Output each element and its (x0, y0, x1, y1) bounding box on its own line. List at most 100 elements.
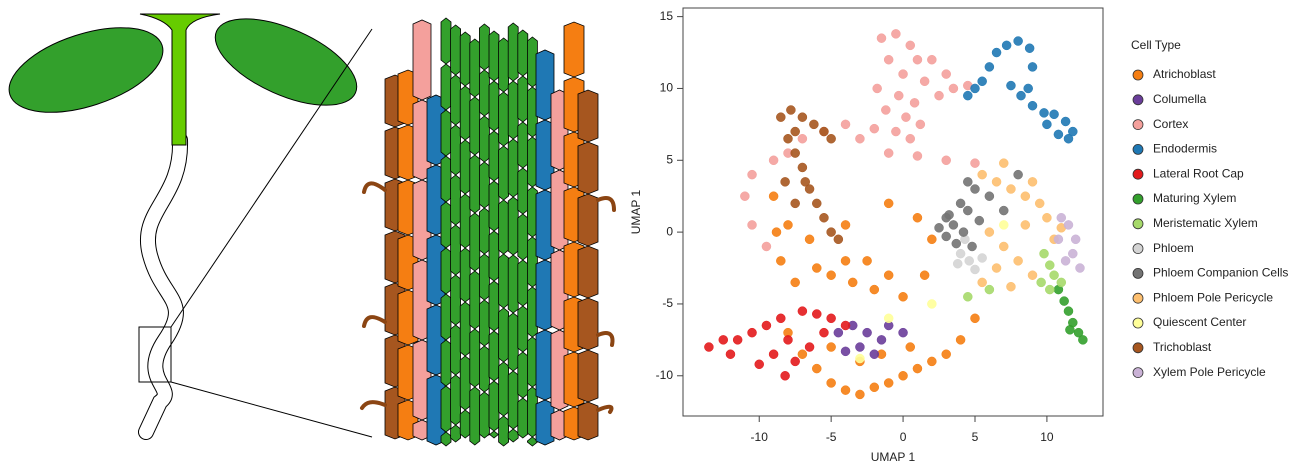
point (883, 54, 894, 65)
root-hair (596, 404, 614, 414)
cell (488, 330, 500, 382)
legend-swatch (1132, 218, 1144, 230)
point (955, 198, 966, 209)
point (1039, 108, 1049, 118)
cell (488, 380, 500, 432)
cell (498, 415, 510, 447)
cell (450, 374, 462, 426)
point (912, 212, 923, 223)
point (1056, 212, 1067, 223)
cell (488, 130, 500, 182)
cell (478, 69, 490, 117)
point (869, 349, 880, 359)
point (991, 263, 1002, 273)
point (891, 29, 901, 39)
point (1056, 277, 1067, 288)
point (804, 184, 815, 194)
point (840, 256, 851, 266)
cell (450, 274, 462, 326)
legend-swatch (1132, 243, 1144, 255)
point (883, 198, 894, 209)
point (984, 62, 995, 72)
cell (450, 24, 462, 76)
point (754, 359, 764, 370)
point (964, 256, 974, 266)
left-cotyledon (8, 27, 164, 113)
point (790, 126, 800, 137)
point (797, 133, 808, 144)
point (970, 313, 980, 324)
point (883, 270, 894, 280)
cell (517, 121, 529, 169)
point (927, 356, 937, 367)
cell (469, 96, 481, 156)
point (883, 378, 894, 388)
point (826, 270, 836, 280)
legend-swatch (1132, 69, 1144, 81)
point (967, 241, 977, 252)
point (768, 155, 779, 166)
point (919, 270, 930, 280)
cell (478, 299, 490, 347)
cell (469, 386, 481, 446)
legend-swatch (1132, 119, 1144, 130)
point (855, 342, 865, 352)
root-hair (360, 400, 387, 410)
point (1053, 129, 1064, 140)
root-hair (596, 196, 616, 212)
point (963, 177, 973, 187)
point (955, 335, 966, 345)
cell (450, 124, 462, 176)
point (952, 258, 963, 269)
point (901, 112, 911, 122)
point (869, 123, 880, 134)
point (855, 133, 865, 144)
point (747, 327, 757, 338)
point (915, 119, 926, 130)
cell (459, 31, 471, 87)
cell (577, 193, 599, 247)
cell (498, 307, 510, 363)
cell (440, 431, 452, 447)
cell (517, 213, 529, 261)
cell (478, 161, 490, 209)
cell (440, 293, 452, 341)
plot-frame (682, 7, 1104, 417)
point (783, 220, 793, 230)
point (977, 76, 987, 87)
point (974, 215, 985, 226)
point (1073, 327, 1084, 338)
point (984, 284, 995, 295)
point (1049, 270, 1059, 280)
cell (498, 361, 510, 417)
cell (440, 109, 452, 157)
point (948, 83, 959, 94)
cell (440, 201, 452, 249)
point (1070, 234, 1081, 245)
point (790, 148, 800, 158)
legend-label: Lateral Root Cap (1153, 166, 1244, 180)
legend-label: Xylem Pole Pericycle (1153, 365, 1266, 379)
point (725, 349, 736, 359)
point (1034, 198, 1045, 209)
point (1065, 325, 1075, 335)
cell (469, 270, 481, 330)
cell (459, 193, 471, 249)
cell (488, 430, 500, 439)
point (898, 292, 908, 302)
point (797, 112, 808, 122)
cell (459, 301, 471, 357)
cell (469, 328, 481, 388)
legend-swatch (1132, 292, 1144, 304)
point (840, 385, 851, 395)
cell (507, 428, 519, 443)
point (1020, 220, 1031, 230)
cell (577, 245, 599, 299)
point (958, 227, 969, 237)
point (840, 346, 851, 357)
cell (517, 259, 529, 307)
point (951, 238, 962, 249)
point (1006, 80, 1016, 91)
point (812, 263, 822, 273)
